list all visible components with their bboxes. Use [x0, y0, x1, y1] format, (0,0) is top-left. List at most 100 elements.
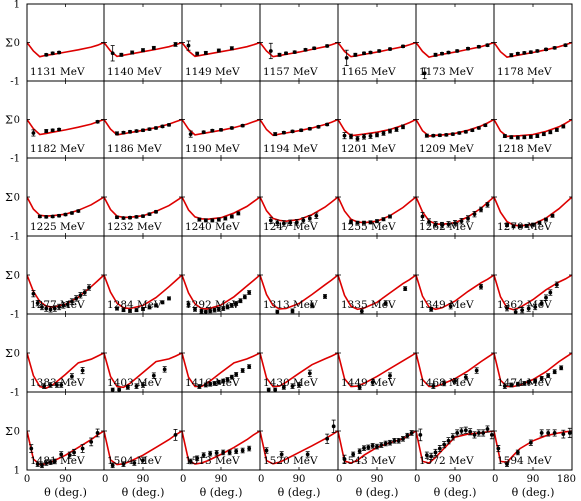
- data-points: [275, 294, 327, 314]
- data-point: [52, 306, 57, 311]
- panel-36: 1504 MeV 0 90θ (deg.): [102, 391, 183, 499]
- y-axis-title: Σ: [5, 347, 13, 360]
- data-point: [544, 217, 548, 222]
- data-point: [44, 214, 49, 219]
- data-point: [509, 53, 514, 58]
- data-point: [221, 379, 226, 383]
- data-points: [431, 367, 479, 389]
- data-point: [57, 50, 61, 55]
- y-tick-label: -1: [10, 154, 20, 165]
- data-point: [561, 432, 566, 437]
- data-point: [522, 135, 527, 140]
- data-point: [203, 310, 208, 314]
- data-point: [141, 383, 145, 387]
- data-points: [273, 122, 330, 137]
- data-point: [388, 214, 392, 219]
- y-axis-title: Σ: [5, 191, 13, 204]
- data-point: [119, 52, 124, 57]
- panel-39: 1543 MeV 0 90θ (deg.): [336, 391, 417, 499]
- data-point: [485, 43, 490, 48]
- x-tick-label: 90: [59, 474, 72, 485]
- data-point: [115, 306, 119, 311]
- panel-4: 1165 MeV: [337, 3, 417, 82]
- data-point: [522, 50, 527, 55]
- data-point: [472, 212, 477, 217]
- y-tick-labels: -1 0: [10, 232, 20, 282]
- data-points: [424, 123, 488, 138]
- data-point: [422, 71, 427, 76]
- data-point: [160, 124, 165, 129]
- energy-label: 1270 MeV: [497, 221, 552, 233]
- data-point: [214, 450, 219, 455]
- model-curve: [338, 118, 416, 137]
- data-points: [31, 284, 92, 313]
- data-point: [284, 51, 288, 56]
- data-point: [234, 301, 239, 306]
- data-points: [268, 212, 319, 227]
- model-curve: [182, 196, 260, 221]
- data-point: [515, 51, 520, 56]
- data-point: [303, 47, 308, 52]
- data-point: [61, 303, 66, 308]
- data-point: [448, 304, 453, 309]
- x-tick-label: 0: [492, 474, 498, 485]
- data-point: [173, 433, 178, 437]
- data-point: [110, 388, 115, 392]
- x-tick-label: 0: [180, 474, 186, 485]
- data-point: [470, 128, 475, 133]
- panel-23: 1292 MeV: [181, 235, 261, 315]
- data-point: [154, 126, 158, 130]
- data-point: [301, 218, 306, 223]
- panel-18: 1255 MeV: [337, 157, 417, 237]
- data-point: [141, 214, 145, 219]
- data-point: [548, 130, 553, 135]
- data-point: [388, 129, 392, 133]
- y-tick-label: 0: [14, 271, 20, 282]
- panel-12: 1209 MeV: [415, 80, 495, 159]
- energy-label: 1284 MeV: [107, 299, 162, 311]
- panel-34: 1474 MeV: [493, 313, 573, 393]
- panel-22: 1284 MeV: [103, 235, 183, 315]
- data-point: [219, 127, 223, 132]
- data-point: [518, 224, 522, 229]
- data-point: [55, 383, 59, 387]
- y-tick-label: 1: [14, 0, 20, 11]
- energy-label: 1572 MeV: [419, 455, 474, 467]
- model-curve: [416, 352, 494, 388]
- data-point: [240, 448, 245, 453]
- data-point: [89, 440, 94, 444]
- data-point: [147, 127, 152, 132]
- data-point: [195, 51, 200, 56]
- data-point: [370, 443, 375, 448]
- y-tick-label: 0: [14, 349, 20, 360]
- data-point: [526, 380, 531, 385]
- data-point: [70, 211, 74, 215]
- energy-label: 1240 MeV: [185, 221, 240, 233]
- energy-label: 1277 MeV: [30, 299, 85, 311]
- data-point: [121, 130, 126, 135]
- x-tick-labels: 0 90: [258, 474, 305, 485]
- data-point: [227, 450, 232, 455]
- data-point: [48, 307, 53, 312]
- data-points: [188, 123, 245, 138]
- model-curve: [416, 274, 494, 311]
- model-curve: [338, 41, 416, 58]
- data-point: [294, 220, 299, 225]
- data-point: [442, 381, 447, 386]
- data-point: [362, 446, 366, 451]
- data-point: [316, 124, 321, 129]
- data-point: [509, 135, 514, 140]
- data-point: [141, 458, 145, 463]
- data-point: [476, 431, 481, 435]
- energy-label: 1186 MeV: [107, 143, 162, 155]
- data-point: [80, 446, 85, 451]
- panel-33: 1468 MeV: [415, 313, 495, 393]
- data-point: [151, 373, 156, 378]
- data-point: [388, 47, 392, 51]
- panel-38: 1520 MeV 0 90θ (deg.): [258, 391, 339, 499]
- data-point: [405, 433, 410, 438]
- data-point: [188, 132, 193, 137]
- data-point: [240, 368, 245, 373]
